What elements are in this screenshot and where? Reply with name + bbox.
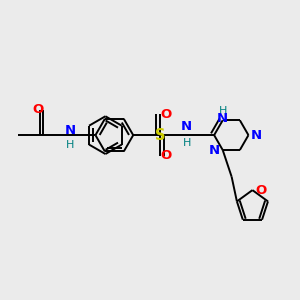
Text: N: N (209, 143, 220, 157)
Text: O: O (161, 149, 172, 162)
Text: S: S (155, 128, 165, 142)
Text: O: O (255, 184, 266, 196)
Text: O: O (32, 103, 44, 116)
Text: N: N (251, 129, 262, 142)
Text: N: N (217, 112, 228, 125)
Text: H: H (66, 140, 74, 150)
Text: H: H (182, 139, 191, 148)
Text: N: N (64, 124, 76, 137)
Text: N: N (181, 120, 192, 133)
Text: O: O (161, 108, 172, 121)
Text: H: H (218, 106, 227, 116)
